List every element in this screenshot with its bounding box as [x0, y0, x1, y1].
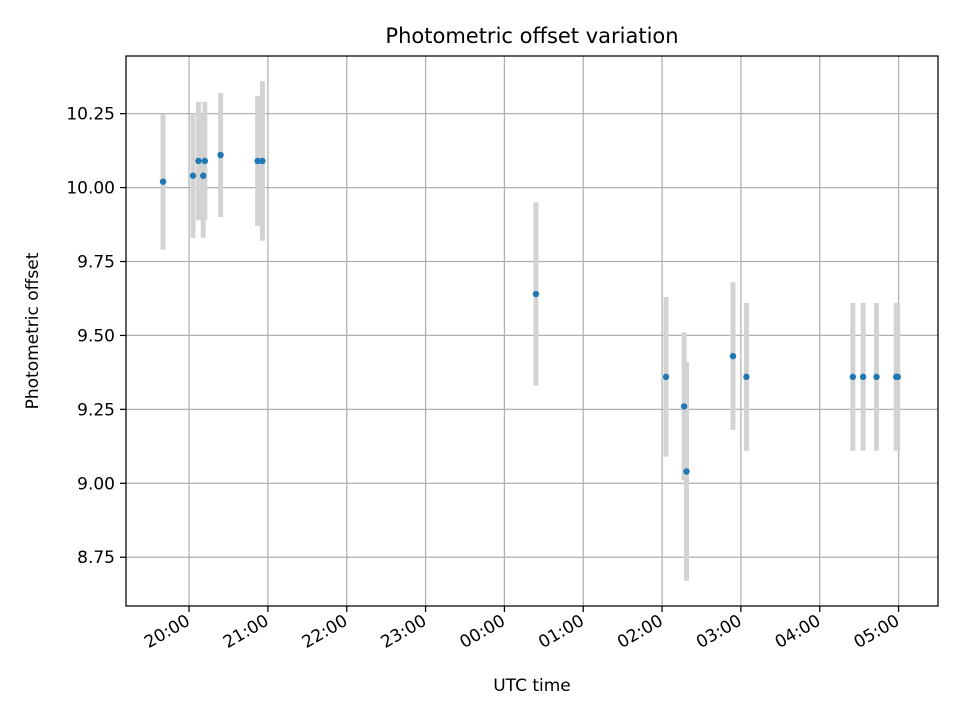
data-point	[849, 373, 857, 381]
data-point	[680, 403, 688, 410]
y-tick-label: 8.75	[77, 548, 115, 568]
data-point	[532, 290, 540, 298]
data-point	[200, 172, 207, 179]
data-point	[217, 151, 224, 159]
grid	[126, 56, 938, 606]
data-points	[159, 151, 901, 475]
y-axis-ticks: 8.75 9.00 9.25 9.50 9.75 10.00 10.25	[66, 105, 126, 568]
chart-title: Photometric offset variation	[385, 24, 678, 48]
data-point	[729, 352, 737, 360]
plot-area-frame	[125, 55, 939, 607]
data-point	[201, 157, 209, 165]
data-point	[259, 157, 266, 165]
y-tick-label: 9.25	[77, 400, 115, 420]
data-point	[159, 178, 167, 185]
data-point	[189, 172, 197, 179]
data-point	[683, 468, 690, 475]
y-tick-label: 9.50	[77, 326, 115, 346]
y-tick-label: 9.00	[77, 474, 115, 494]
data-point	[743, 373, 750, 381]
data-point	[859, 373, 867, 381]
y-axis-title: Photometric offset	[23, 252, 43, 409]
y-tick-label: 10.25	[66, 105, 115, 125]
x-axis-title: UTC time	[493, 676, 571, 696]
data-point	[873, 373, 880, 381]
data-point	[662, 373, 670, 381]
y-tick-label: 9.75	[77, 253, 115, 273]
data-point	[254, 157, 261, 165]
y-tick-label: 10.00	[66, 179, 115, 199]
data-point	[195, 157, 202, 165]
data-point	[894, 373, 901, 381]
